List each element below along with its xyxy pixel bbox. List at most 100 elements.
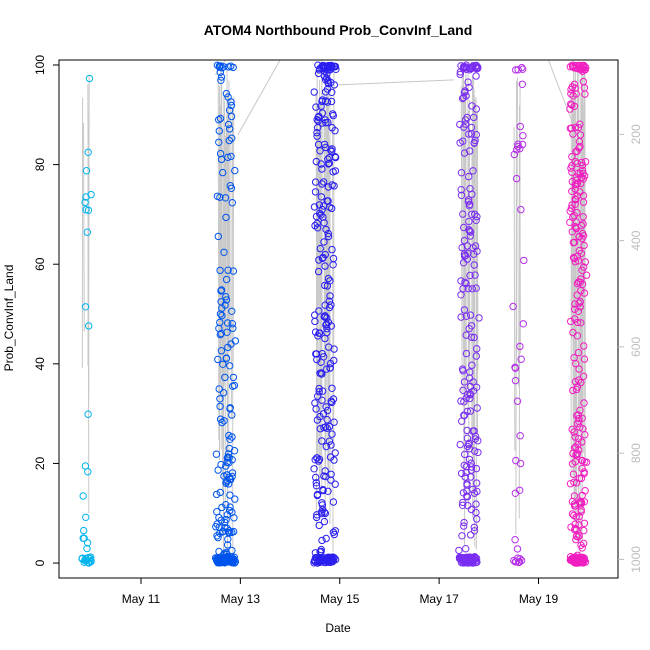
data-point	[572, 195, 580, 204]
data-point	[214, 232, 223, 241]
data-point	[465, 130, 473, 138]
data-point	[570, 428, 578, 436]
data-point	[226, 404, 234, 413]
data-point	[456, 440, 464, 449]
data-point	[331, 167, 340, 175]
data-point	[572, 176, 580, 185]
trace-link	[337, 79, 455, 86]
data-point	[217, 347, 226, 355]
data-point	[215, 138, 223, 147]
data-point	[214, 533, 222, 542]
data-point	[461, 120, 470, 128]
data-point	[327, 441, 335, 449]
data-point	[468, 190, 476, 198]
data-point	[465, 324, 473, 333]
data-point	[226, 491, 234, 499]
data-point	[575, 365, 583, 373]
data-point	[472, 284, 480, 292]
data-point	[315, 388, 323, 396]
data-point	[578, 234, 586, 243]
data-point	[577, 158, 586, 167]
data-point	[580, 241, 588, 250]
data-point	[472, 352, 480, 360]
y2-tick-label-3: 800	[629, 443, 643, 463]
data-point	[311, 317, 319, 326]
data-point	[317, 160, 325, 168]
data-point	[578, 161, 587, 170]
data-point	[572, 90, 580, 98]
data-point	[579, 175, 588, 183]
data-point	[517, 205, 525, 214]
data-point	[223, 511, 232, 519]
data-point	[223, 550, 231, 559]
data-point	[215, 385, 223, 393]
data-point	[311, 549, 320, 557]
data-point	[467, 130, 476, 138]
data-point	[223, 319, 232, 327]
data-point	[311, 178, 320, 186]
data-point	[313, 219, 321, 228]
data-point	[466, 228, 475, 236]
data-point	[570, 254, 578, 263]
data-point	[471, 210, 479, 219]
data-point	[319, 353, 328, 361]
data-point	[313, 416, 322, 424]
data-point	[572, 123, 580, 132]
data-point	[216, 149, 225, 158]
data-point	[319, 486, 327, 495]
data-point	[321, 64, 329, 72]
data-point	[458, 532, 466, 540]
data-point	[516, 459, 525, 468]
data-point	[462, 331, 470, 339]
data-point	[327, 470, 335, 478]
data-point	[216, 488, 225, 497]
y2-tick-label-2: 600	[629, 337, 643, 357]
data-point	[457, 397, 465, 405]
data-point	[231, 166, 239, 175]
data-point	[223, 524, 231, 533]
data-point	[516, 122, 524, 131]
data-point	[310, 203, 319, 211]
data-point	[576, 169, 584, 178]
data-point	[80, 534, 88, 542]
trace-line	[232, 97, 235, 363]
data-point	[328, 181, 336, 189]
x-tick-label-3: May 17	[419, 592, 459, 606]
data-point	[321, 262, 329, 270]
data-point	[319, 387, 327, 395]
data-point	[465, 172, 473, 181]
y-tick-label-2: 40	[33, 357, 47, 371]
data-point	[577, 508, 585, 516]
data-point	[321, 301, 329, 309]
data-point	[314, 267, 323, 276]
data-point	[324, 155, 332, 163]
data-point	[324, 183, 333, 191]
data-point	[216, 68, 225, 77]
data-point	[463, 480, 471, 488]
data-point	[581, 90, 589, 98]
data-point	[311, 188, 320, 196]
data-point	[222, 213, 230, 222]
data-point	[473, 404, 481, 412]
data-point	[464, 198, 473, 206]
data-point	[331, 153, 339, 161]
data-point	[226, 506, 234, 515]
data-point	[315, 307, 323, 315]
data-point	[466, 394, 474, 403]
data-point	[581, 487, 589, 495]
data-point	[470, 261, 478, 269]
data-point	[226, 435, 234, 443]
data-point	[228, 472, 236, 481]
data-point	[320, 72, 329, 80]
data-point	[311, 557, 319, 566]
data-point	[217, 287, 225, 295]
data-point	[568, 61, 577, 70]
data-point	[318, 180, 326, 188]
data-point	[226, 125, 234, 133]
data-point	[216, 402, 224, 411]
data-point	[313, 132, 321, 140]
data-point	[218, 418, 226, 427]
data-point	[217, 76, 225, 85]
data-point	[223, 328, 231, 336]
